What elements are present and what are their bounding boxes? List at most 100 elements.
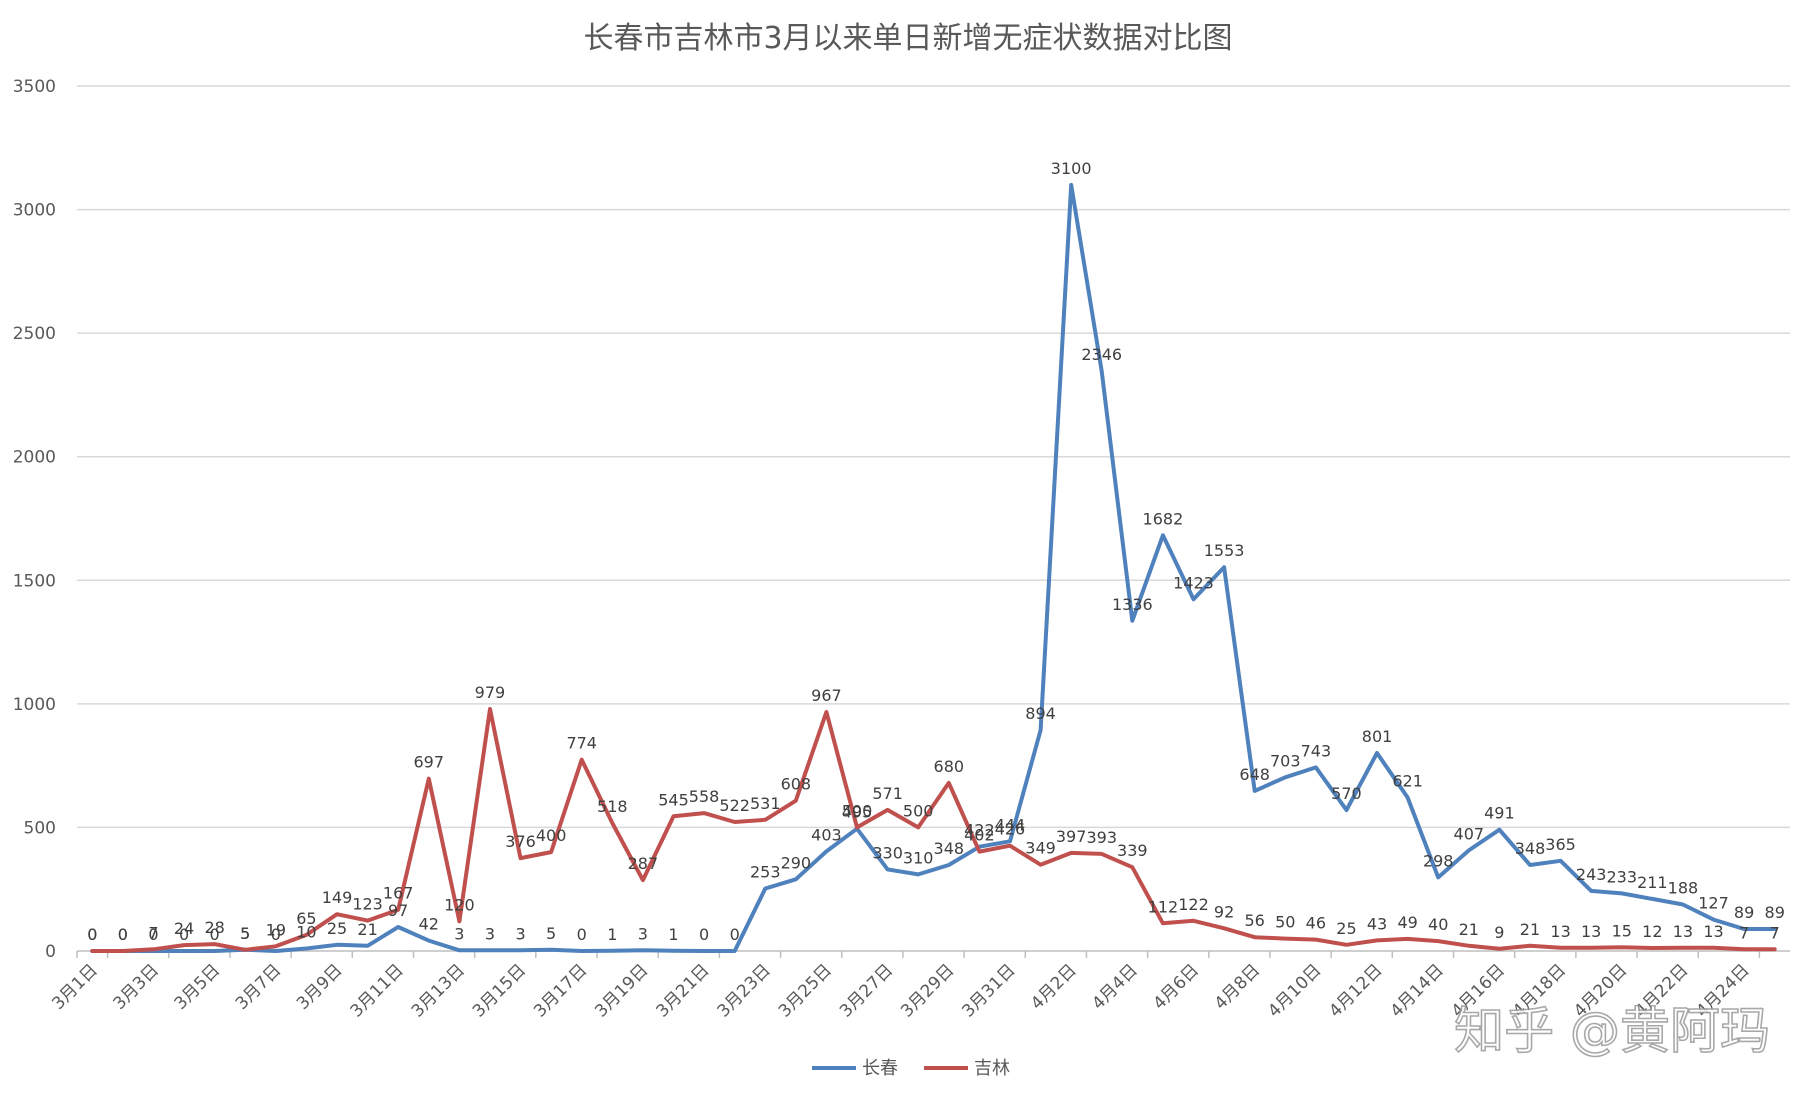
data-label: 3 [485,924,495,943]
data-label: 621 [1392,772,1423,791]
data-label: 0 [118,925,128,944]
data-label: 495 [842,803,873,822]
data-label: 167 [383,884,414,903]
x-tick-label: 3月29日 [897,960,958,1021]
data-label: 402 [964,826,995,845]
x-tick-label: 4月10日 [1264,960,1325,1021]
data-label: 49 [1397,913,1417,932]
x-tick-label: 4月14日 [1387,960,1448,1021]
data-label: 13 [1673,922,1693,941]
data-label: 97 [388,901,408,920]
data-label: 89 [1734,903,1754,922]
data-label: 46 [1306,914,1326,933]
x-tick-label: 3月5日 [171,960,224,1013]
data-label: 648 [1239,765,1270,784]
x-tick-label: 3月19日 [591,960,652,1021]
data-label: 570 [1331,784,1362,803]
x-tick-label: 3月17日 [530,960,591,1021]
data-label: 400 [536,826,567,845]
series-line-1 [90,707,1777,953]
data-label: 743 [1301,741,1332,760]
data-label: 5 [240,924,250,943]
data-label: 444 [995,815,1026,834]
data-label: 7 [1739,923,1749,942]
data-label: 0 [179,925,189,944]
y-tick-label: 3000 [13,201,56,221]
data-label: 127 [1698,894,1729,913]
data-label: 801 [1362,727,1393,746]
x-tick-label: 3月23日 [714,960,775,1021]
data-label: 365 [1545,835,1576,854]
data-label: 3100 [1051,159,1092,178]
data-label: 28 [204,918,224,937]
data-label: 894 [1025,704,1056,723]
y-tick-label: 1000 [13,695,56,715]
data-label: 979 [475,683,506,702]
data-label: 491 [1484,804,1515,823]
x-tick-label: 3月3日 [110,960,163,1013]
y-tick-label: 3500 [13,77,56,97]
x-tick-label: 3月1日 [48,960,101,1013]
data-label: 7 [1770,923,1780,942]
data-label: 403 [811,825,842,844]
data-label: 0 [87,925,97,944]
data-label: 703 [1270,751,1301,770]
data-label: 12 [1642,922,1662,941]
data-label: 1423 [1173,573,1214,592]
data-label: 349 [1025,839,1056,858]
data-label: 310 [903,848,934,867]
data-label: 330 [872,843,903,862]
x-tick-label: 3月31日 [958,960,1019,1021]
x-tick-label: 3月9日 [293,960,346,1013]
series-line-0 [90,182,1777,953]
data-label: 123 [352,895,383,914]
series-lines [90,182,1777,953]
data-label: 680 [934,757,965,776]
data-label: 0 [118,925,128,944]
y-tick-label: 2500 [13,324,56,344]
y-tick-label: 1500 [13,571,56,591]
data-label: 518 [597,797,628,816]
data-label: 43 [1367,914,1387,933]
data-label: 407 [1454,824,1485,843]
data-label: 9 [1494,923,1504,942]
data-label: 348 [934,839,965,858]
data-label: 89 [1765,903,1785,922]
data-label: 0 [271,925,281,944]
data-label: 10 [296,923,316,942]
data-label: 25 [327,919,347,938]
data-label: 522 [719,796,750,815]
data-label: 7 [148,923,158,942]
data-label: 0 [577,925,587,944]
x-tick-label: 4月8日 [1211,960,1264,1013]
x-tick-label: 3月25日 [775,960,836,1021]
legend-label-1: 吉林 [974,1058,1010,1079]
data-label: 25 [1336,919,1356,938]
data-label: 122 [1178,895,1209,914]
data-label: 967 [811,686,842,705]
data-label: 500 [903,801,934,820]
data-label: 531 [750,794,781,813]
x-tick-label: 3月15日 [469,960,530,1021]
data-label: 393 [1086,828,1117,847]
data-label: 774 [566,734,597,753]
data-label: 21 [1459,920,1479,939]
data-label: 298 [1423,851,1454,870]
data-label: 2346 [1081,345,1122,364]
data-label: 56 [1245,911,1265,930]
y-tick-label: 500 [24,818,56,838]
data-label: 0 [699,925,709,944]
data-label: 40 [1428,915,1448,934]
data-label: 5 [240,924,250,943]
data-label: 397 [1056,827,1087,846]
data-label: 65 [296,909,316,928]
data-label: 1336 [1112,595,1153,614]
data-label: 13 [1550,922,1570,941]
x-tick-label: 3月21日 [652,960,713,1021]
x-tick-label: 4月6日 [1150,960,1203,1013]
data-label: 0 [730,925,740,944]
data-label: 42 [419,915,439,934]
x-tick-label: 3月7日 [232,960,285,1013]
